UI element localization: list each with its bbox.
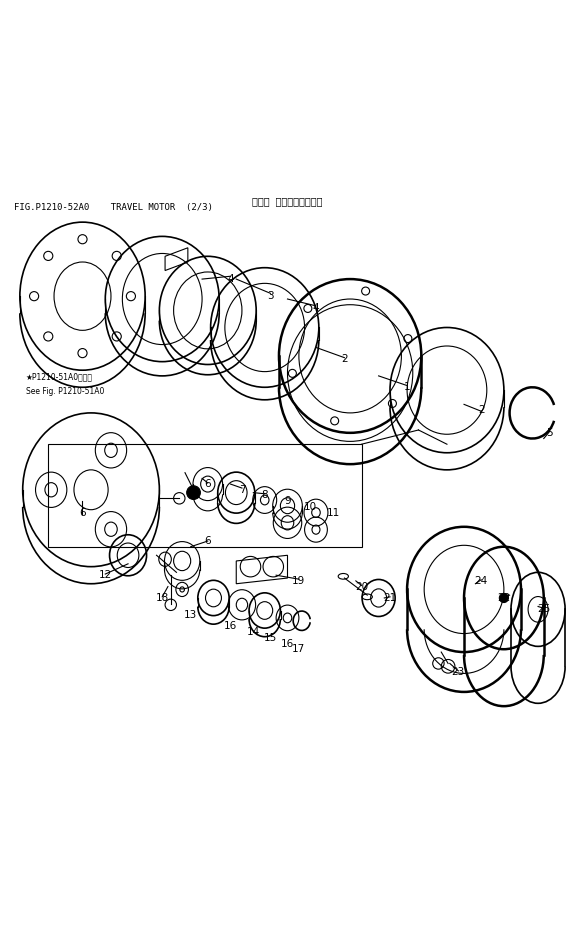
Text: 12: 12 [99,570,112,580]
Text: 24: 24 [474,576,488,586]
Polygon shape [236,556,288,584]
Polygon shape [165,248,188,271]
Text: 22: 22 [497,593,511,603]
Text: 16: 16 [224,621,237,631]
Text: 6: 6 [205,479,211,489]
Text: 4: 4 [313,303,319,313]
Circle shape [187,486,200,500]
Text: 25: 25 [537,604,550,615]
Text: 13: 13 [184,610,197,620]
Text: 20: 20 [355,582,368,591]
Text: 23: 23 [452,667,465,677]
Text: 9: 9 [284,496,291,506]
Text: 2: 2 [341,354,348,364]
Text: 11: 11 [327,507,340,517]
Text: 18: 18 [156,593,169,603]
Text: 5: 5 [546,428,553,438]
Text: 8: 8 [262,490,268,501]
Text: 15: 15 [264,633,277,643]
Text: 7: 7 [239,485,246,495]
Text: 6: 6 [79,507,86,517]
Text: 17: 17 [292,644,305,654]
Text: 2: 2 [478,405,484,415]
Text: 19: 19 [292,576,305,586]
Text: 16: 16 [281,639,294,648]
Text: 4: 4 [227,274,234,284]
Text: 1: 1 [404,382,411,392]
Text: 21: 21 [384,593,397,603]
Text: 6: 6 [205,536,211,546]
Text: 14: 14 [247,627,260,637]
Text: FIG.P1210-52A0    TRAVEL MOTOR  (2/3): FIG.P1210-52A0 TRAVEL MOTOR (2/3) [14,204,213,212]
Circle shape [499,593,508,602]
Text: 10: 10 [304,502,317,512]
Text: See Fig. P1210-51A0: See Fig. P1210-51A0 [25,387,104,396]
Text: ★P1210-51A0図参照: ★P1210-51A0図参照 [25,373,93,382]
Text: ソコウ モータ（２／３）: ソコウ モータ（２／３） [252,196,323,206]
Text: 3: 3 [267,291,274,301]
